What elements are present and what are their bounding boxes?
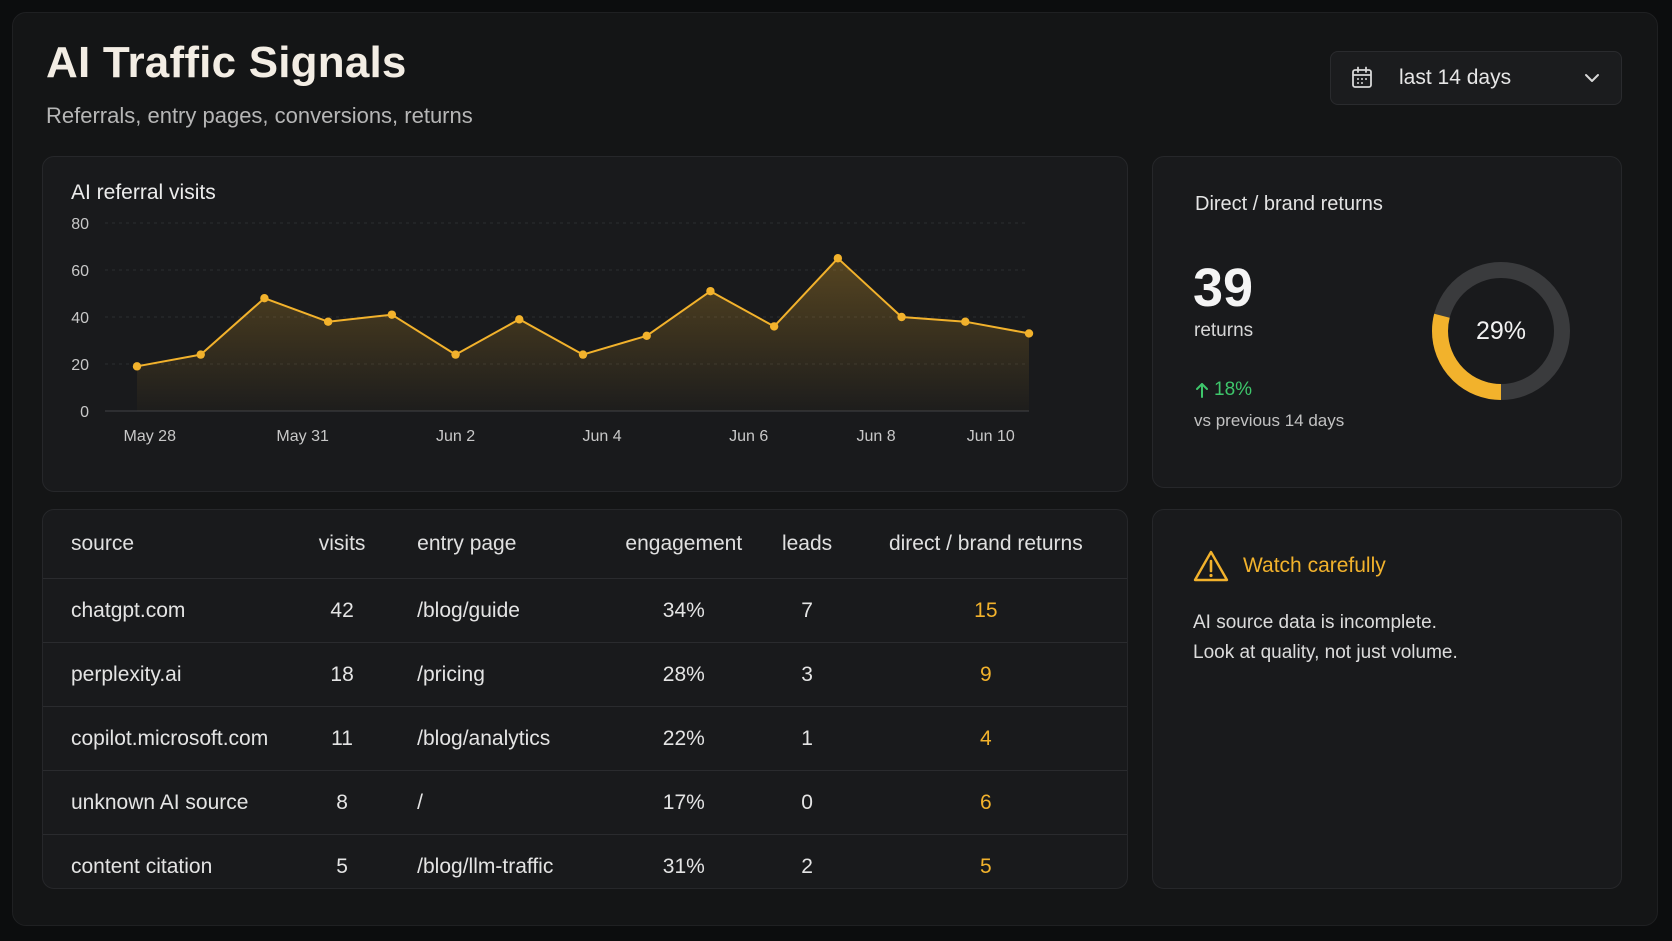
returns-title: Direct / brand returns bbox=[1195, 193, 1383, 215]
x-tick-label: Jun 8 bbox=[857, 428, 896, 445]
cell-entry-page: / bbox=[377, 770, 599, 835]
cell-engagement: 31% bbox=[598, 834, 770, 888]
warning-card: Watch carefully AI source data is incomp… bbox=[1152, 509, 1622, 889]
returns-share-donut bbox=[1432, 262, 1570, 400]
cell-visits: 11 bbox=[307, 706, 378, 771]
page-subtitle: Referrals, entry pages, conversions, ret… bbox=[46, 103, 473, 128]
x-tick-label: May 31 bbox=[276, 428, 329, 445]
direct-brand-returns-card: Direct / brand returns 39 returns 18% vs… bbox=[1152, 156, 1622, 488]
table-row[interactable]: perplexity.ai 18 /pricing 28% 3 9 bbox=[43, 642, 1127, 707]
referral-visits-chart-card: AI referral visits 0 20 40 60 80 May 28 May 31… bbox=[42, 156, 1128, 492]
table-header-row: source visits entry page engagement lead… bbox=[43, 510, 1127, 579]
returns-value: 39 bbox=[1193, 258, 1254, 318]
referral-visits-chart: 0 20 40 60 80 May 28 May 31 Jun 2 Jun 4 Jun 6 Jun … bbox=[71, 216, 1034, 445]
data-point bbox=[642, 331, 651, 340]
data-point bbox=[769, 322, 779, 331]
cell-engagement: 22% bbox=[598, 706, 770, 771]
cell-entry-page: /pricing bbox=[377, 642, 599, 707]
cell-returns: 6 bbox=[844, 770, 1127, 835]
page-title: AI Traffic Signals bbox=[46, 38, 407, 87]
column-header-leads[interactable]: leads bbox=[781, 532, 833, 555]
data-point bbox=[833, 254, 843, 263]
cell-visits: 5 bbox=[307, 834, 378, 888]
date-range-value: last 14 days bbox=[1399, 66, 1512, 89]
table-row[interactable]: unknown AI source 8 / 17% 0 6 bbox=[43, 770, 1127, 835]
cell-entry-page: /blog/analytics bbox=[377, 706, 599, 771]
arrow-up-icon bbox=[1196, 383, 1208, 398]
cell-leads: 0 bbox=[769, 770, 845, 835]
warning-icon bbox=[1193, 550, 1229, 582]
data-point bbox=[387, 310, 397, 319]
y-tick-label: 40 bbox=[71, 310, 89, 327]
chevron-down-icon bbox=[1583, 69, 1601, 92]
data-point bbox=[196, 350, 205, 359]
data-point bbox=[132, 362, 142, 371]
warning-line: Look at quality, not just volume. bbox=[1193, 642, 1458, 663]
column-header-entry-page[interactable]: entry page bbox=[417, 532, 517, 555]
warning-title: Watch carefully bbox=[1243, 554, 1386, 577]
column-header-returns[interactable]: direct / brand returns bbox=[888, 532, 1083, 555]
warning-header: Watch carefully bbox=[1193, 550, 1386, 582]
cell-leads: 1 bbox=[769, 706, 845, 771]
donut-share-label: 29% bbox=[1475, 316, 1527, 345]
data-point bbox=[323, 317, 333, 326]
x-tick-label: Jun 10 bbox=[967, 428, 1015, 445]
calendar-icon bbox=[1351, 66, 1373, 95]
data-point bbox=[897, 312, 906, 322]
cell-returns: 4 bbox=[844, 706, 1127, 771]
cell-leads: 2 bbox=[769, 834, 845, 888]
cell-leads: 7 bbox=[769, 578, 845, 643]
data-point bbox=[1024, 329, 1034, 338]
sources-table-card: source visits entry page engagement lead… bbox=[42, 509, 1128, 889]
cell-engagement: 28% bbox=[598, 642, 770, 707]
cell-entry-page: /blog/guide bbox=[377, 578, 599, 643]
column-header-visits[interactable]: visits bbox=[318, 532, 366, 555]
cell-source: copilot.microsoft.com bbox=[43, 706, 307, 771]
table-row[interactable]: content citation 5 /blog/llm-traffic 31%… bbox=[43, 834, 1127, 888]
table-row[interactable]: chatgpt.com 42 /blog/guide 34% 7 15 bbox=[43, 578, 1127, 643]
x-tick-label: Jun 2 bbox=[436, 428, 475, 445]
data-point bbox=[451, 350, 460, 359]
column-header-engagement[interactable]: engagement bbox=[625, 532, 743, 555]
data-point bbox=[961, 317, 970, 326]
series-area bbox=[137, 258, 1029, 411]
returns-change: 18% bbox=[1194, 379, 1252, 401]
table-row[interactable]: copilot.microsoft.com 11 /blog/analytics… bbox=[43, 706, 1127, 771]
sources-table: source visits entry page engagement lead… bbox=[43, 510, 1127, 888]
column-header-source[interactable]: source bbox=[71, 532, 135, 555]
cell-source: content citation bbox=[43, 834, 307, 888]
warning-body: AI source data is incomplete. Look at qu… bbox=[1193, 608, 1458, 668]
cell-source: unknown AI source bbox=[43, 770, 307, 835]
cell-returns: 9 bbox=[844, 642, 1127, 707]
returns-unit: returns bbox=[1194, 320, 1254, 341]
data-point bbox=[706, 286, 715, 296]
data-point bbox=[515, 315, 524, 324]
cell-returns: 15 bbox=[844, 578, 1127, 643]
returns-change-value: 18% bbox=[1214, 379, 1253, 400]
y-tick-label: 20 bbox=[71, 357, 89, 374]
y-tick-label: 0 bbox=[80, 404, 89, 421]
cell-visits: 8 bbox=[307, 770, 378, 835]
x-tick-label: May 28 bbox=[124, 428, 177, 445]
y-tick-label: 60 bbox=[71, 263, 89, 280]
cell-engagement: 17% bbox=[598, 770, 770, 835]
warning-line: AI source data is incomplete. bbox=[1193, 612, 1437, 633]
donut-share-arc bbox=[1432, 262, 1570, 400]
cell-leads: 3 bbox=[769, 642, 845, 707]
cell-source: perplexity.ai bbox=[43, 642, 307, 707]
data-point bbox=[578, 350, 588, 359]
cell-source: chatgpt.com bbox=[43, 578, 307, 643]
x-tick-label: Jun 6 bbox=[729, 428, 768, 445]
data-point bbox=[260, 294, 269, 303]
cell-visits: 42 bbox=[307, 578, 378, 643]
chart-title: AI referral visits bbox=[71, 181, 216, 204]
date-range-select[interactable]: last 14 days bbox=[1330, 51, 1622, 105]
y-tick-label: 80 bbox=[71, 216, 89, 233]
cell-entry-page: /blog/llm-traffic bbox=[377, 834, 599, 888]
cell-visits: 18 bbox=[307, 642, 378, 707]
cell-returns: 5 bbox=[844, 834, 1127, 888]
cell-engagement: 34% bbox=[598, 578, 770, 643]
returns-compare: vs previous 14 days bbox=[1194, 411, 1345, 430]
x-tick-label: Jun 4 bbox=[583, 428, 622, 445]
